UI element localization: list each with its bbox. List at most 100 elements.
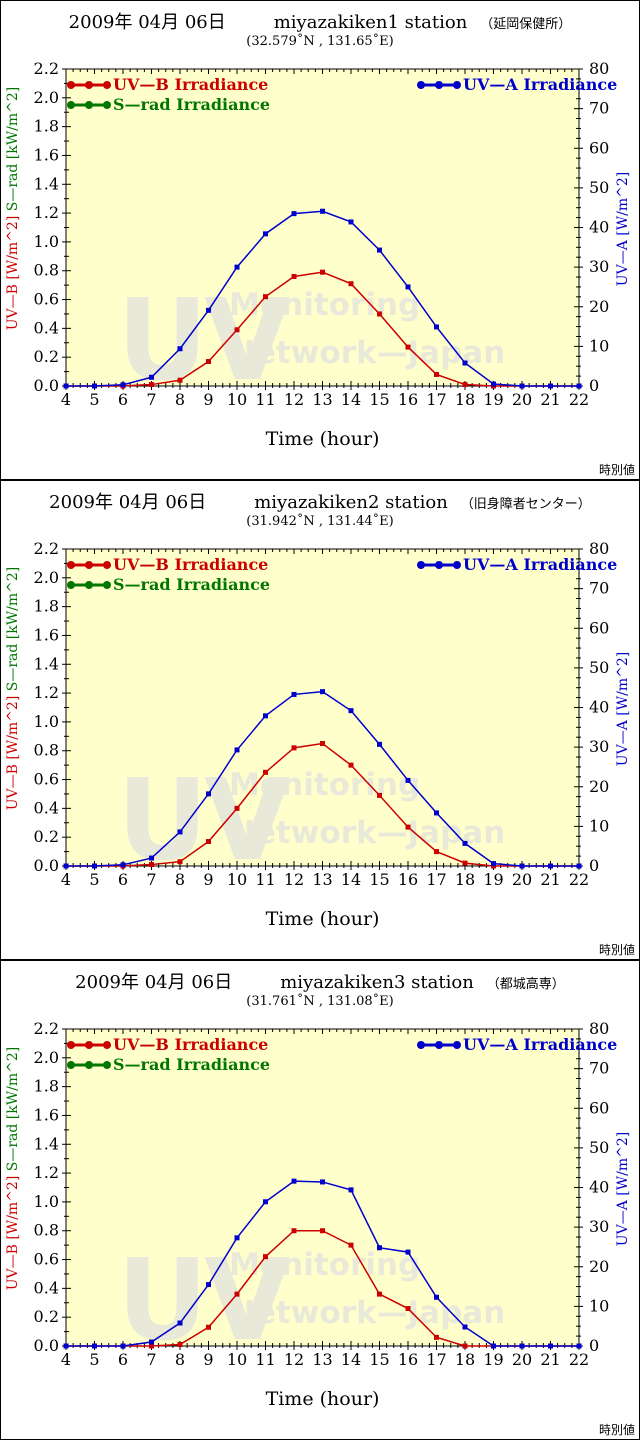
y-right-tick-label: 70 xyxy=(589,579,609,598)
y-left-tick-label: 0.0 xyxy=(34,376,59,395)
x-tick-label: 9 xyxy=(203,1350,213,1369)
y-left-tick-label: 0.2 xyxy=(34,1307,59,1326)
series-point-0 xyxy=(177,859,183,865)
y-left-tick-label: 1.4 xyxy=(34,1134,59,1153)
series-point-2 xyxy=(120,1343,126,1349)
y-left-tick-label: 1.2 xyxy=(34,203,59,222)
y-left-tick-label: 1.8 xyxy=(34,597,59,616)
series-point-0 xyxy=(405,824,411,830)
y-left-tick-label: 2.0 xyxy=(34,1048,59,1067)
x-tick-label: 8 xyxy=(175,1350,185,1369)
legend-dot-uvb xyxy=(85,81,93,89)
x-tick-label: 22 xyxy=(569,1350,589,1369)
y-right-tick-label: 30 xyxy=(589,1217,609,1236)
series-point-2 xyxy=(434,1294,439,1300)
y-left-tick-label: 1.0 xyxy=(34,712,59,731)
y-left-axis-label-uvb: UV—B [W/m^2] xyxy=(5,1176,21,1291)
y-right-axis-label-uva: UV—A [W/m^2] xyxy=(615,652,631,766)
x-tick-label: 14 xyxy=(341,1350,361,1369)
y-left-tick-label: 0.8 xyxy=(34,261,59,280)
hourly-note: 時別値 xyxy=(598,463,635,477)
legend-dot-srad xyxy=(85,101,93,109)
y-right-tick-label: 50 xyxy=(589,658,609,677)
chart-site-name: （延岡保健所） xyxy=(480,17,572,32)
x-tick-label: 20 xyxy=(512,1350,532,1369)
legend-dot-uvb xyxy=(67,561,75,569)
y-left-tick-label: 0.4 xyxy=(34,1278,59,1297)
y-left-tick-label: 0.8 xyxy=(34,1221,59,1240)
legend-dot-uva xyxy=(435,81,443,89)
x-tick-label: 4 xyxy=(61,1350,71,1369)
y-left-tick-label: 2.2 xyxy=(34,539,59,558)
x-axis-title: Time (hour) xyxy=(266,428,380,450)
series-point-2 xyxy=(491,1343,496,1349)
x-tick-label: 4 xyxy=(61,390,71,409)
series-point-2 xyxy=(320,208,325,214)
series-point-2 xyxy=(320,689,325,695)
chart-date: 2009年 04月 06日 xyxy=(75,972,233,993)
series-point-2 xyxy=(491,381,496,387)
y-right-tick-label: 20 xyxy=(589,1257,609,1276)
x-tick-label: 7 xyxy=(146,1350,156,1369)
y-right-tick-label: 0 xyxy=(589,856,599,875)
x-tick-label: 6 xyxy=(118,390,128,409)
legend-dot-srad xyxy=(67,1061,75,1069)
x-tick-label: 4 xyxy=(61,870,71,889)
series-point-0 xyxy=(434,849,439,855)
legend-dot-srad xyxy=(103,1061,111,1069)
legend-dot-uva xyxy=(417,81,425,89)
y-right-tick-label: 80 xyxy=(589,539,609,558)
watermark-text: Monitoring xyxy=(229,287,420,323)
series-point-0 xyxy=(177,377,183,383)
series-point-2 xyxy=(519,383,525,389)
series-point-2 xyxy=(576,863,582,869)
series-point-2 xyxy=(177,1320,183,1326)
series-point-0 xyxy=(348,281,354,287)
x-tick-label: 8 xyxy=(175,870,185,889)
x-tick-label: 7 xyxy=(146,870,156,889)
series-point-0 xyxy=(462,382,468,388)
x-tick-label: 5 xyxy=(89,390,99,409)
series-point-0 xyxy=(320,269,325,275)
chart-coordinates: (32.579˚N , 131.65˚E) xyxy=(246,34,394,49)
y-right-tick-label: 40 xyxy=(589,1178,609,1197)
y-left-tick-label: 2.2 xyxy=(34,59,59,78)
series-point-2 xyxy=(462,1324,468,1330)
legend-label-uva: UV—A Irradiance xyxy=(463,1035,617,1054)
y-right-tick-label: 60 xyxy=(589,1098,609,1117)
x-tick-label: 10 xyxy=(227,1350,247,1369)
y-left-tick-label: 2.2 xyxy=(34,1019,59,1038)
x-tick-label: 13 xyxy=(312,870,332,889)
x-tick-label: 14 xyxy=(341,870,361,889)
hourly-note: 時別値 xyxy=(598,943,635,957)
legend-dot-uvb xyxy=(67,1041,75,1049)
series-point-0 xyxy=(291,273,297,279)
chart-title: 2009年 04月 06日 miyazakiken1 station （延岡保健所） xyxy=(1,8,639,34)
y-right-tick-label: 70 xyxy=(589,99,609,118)
x-tick-label: 17 xyxy=(426,1350,446,1369)
y-left-tick-label: 0.2 xyxy=(34,827,59,846)
y-left-tick-label: 1.6 xyxy=(34,145,59,164)
legend-dot-srad xyxy=(85,1061,93,1069)
watermark-text: Monitoring xyxy=(229,767,420,803)
x-tick-label: 16 xyxy=(398,1350,418,1369)
x-tick-label: 7 xyxy=(146,390,156,409)
y-right-tick-label: 70 xyxy=(589,1059,609,1078)
y-right-tick-label: 60 xyxy=(589,618,609,637)
y-left-tick-label: 2.0 xyxy=(34,88,59,107)
series-point-2 xyxy=(405,284,411,290)
y-left-tick-label: 2.0 xyxy=(34,568,59,587)
series-point-0 xyxy=(234,805,240,811)
x-tick-label: 5 xyxy=(89,1350,99,1369)
x-tick-label: 17 xyxy=(426,870,446,889)
watermark-text: Network—Japan xyxy=(229,335,505,371)
series-point-2 xyxy=(405,777,411,783)
y-right-tick-label: 20 xyxy=(589,777,609,796)
x-tick-label: 15 xyxy=(369,390,389,409)
series-point-2 xyxy=(263,231,268,237)
x-tick-label: 8 xyxy=(175,390,185,409)
series-point-2 xyxy=(491,861,496,867)
series-point-2 xyxy=(519,1343,525,1349)
x-tick-label: 15 xyxy=(369,870,389,889)
